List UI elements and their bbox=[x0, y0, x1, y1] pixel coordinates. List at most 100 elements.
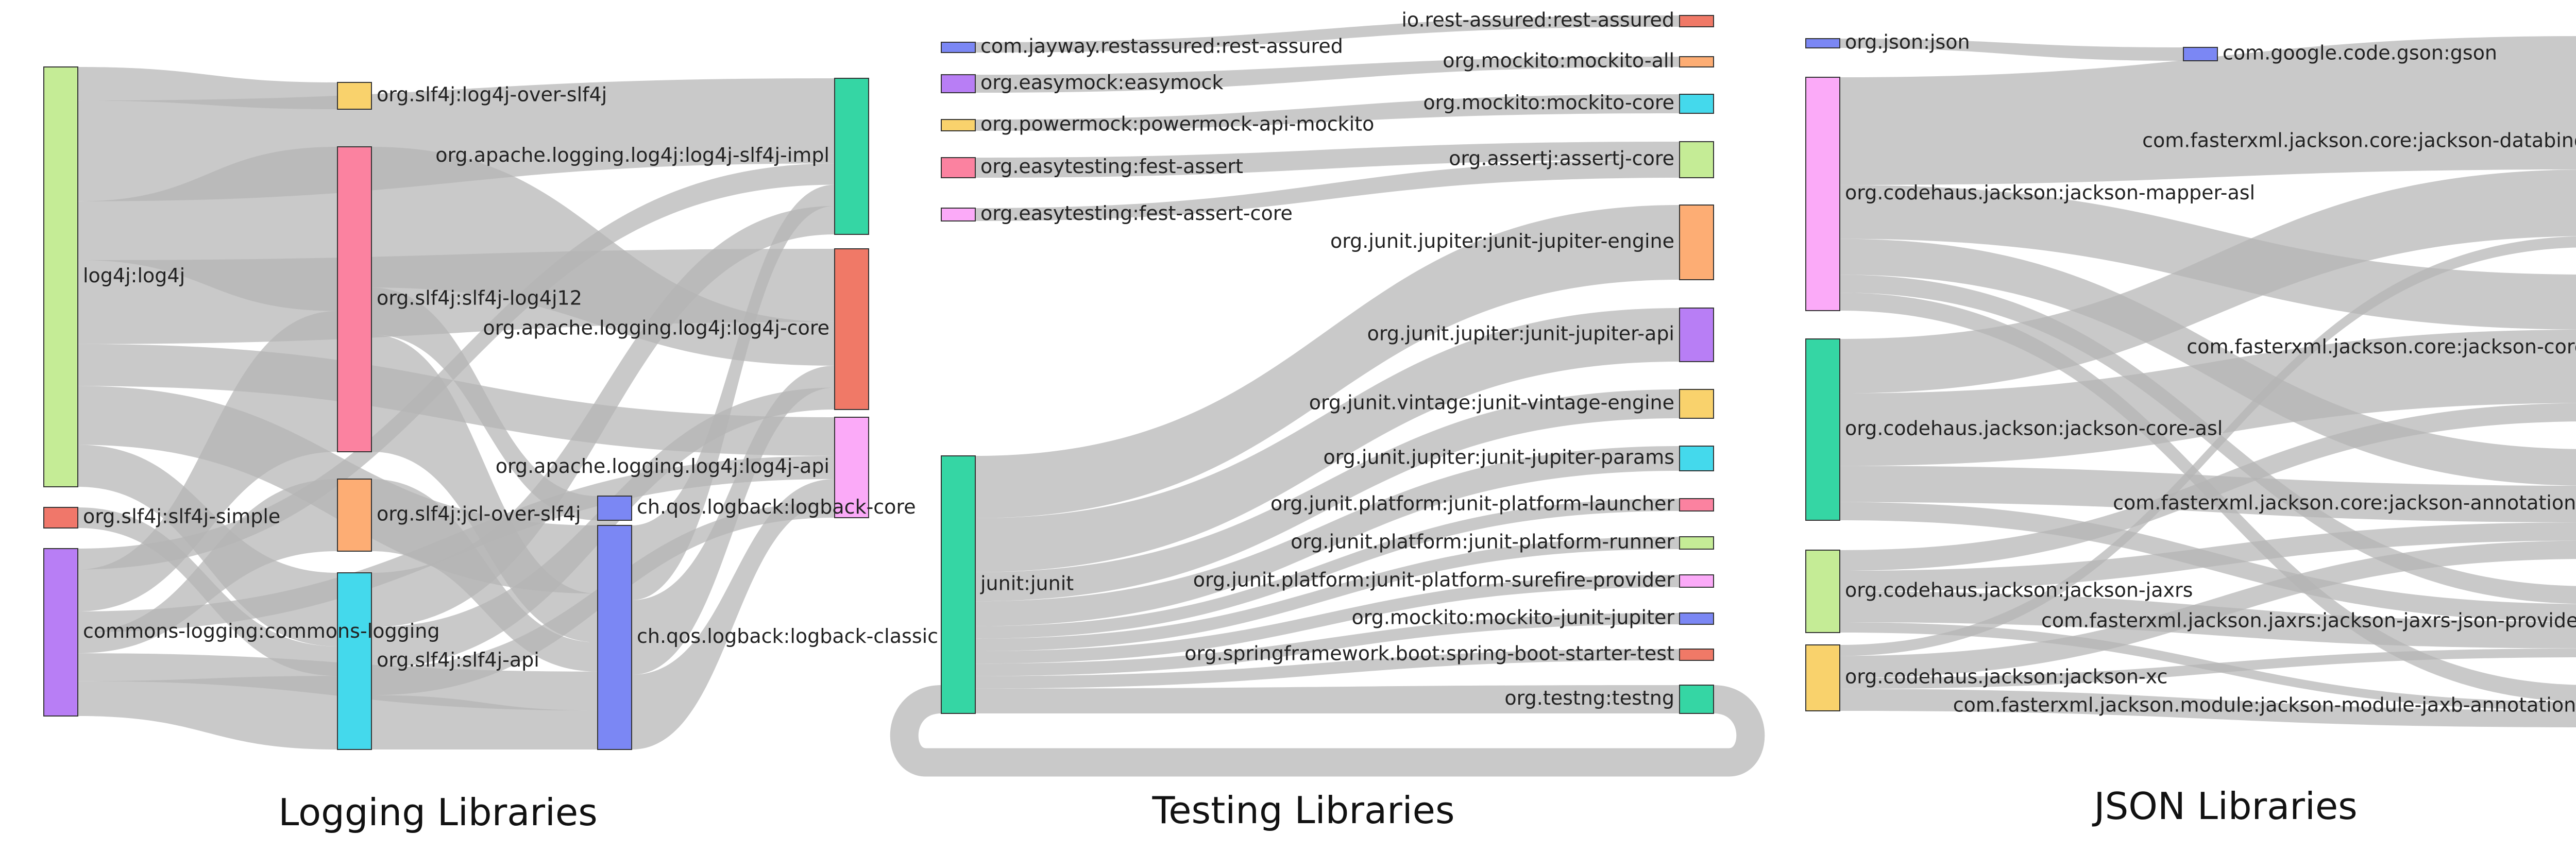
panel-json: org.json:json org.codehaus.jackson:jackso… bbox=[1805, 31, 2576, 828]
node-label-j_jsonprovider: com.fasterxml.jackson.jaxrs:jackson-jaxr… bbox=[2041, 609, 2576, 632]
link-l_slf4japi-to-l_logbackclassic bbox=[371, 695, 598, 749]
node-j_gson bbox=[2183, 47, 2218, 61]
node-l_log4joverslf4j bbox=[337, 82, 372, 110]
node-t_runner bbox=[1679, 536, 1714, 550]
testing-labels: com.jayway.restassured:rest-assured org.e… bbox=[980, 9, 1674, 710]
link-j_mapperasl-to-j_databind bbox=[1840, 36, 2576, 185]
node-label-t_jupiterengine: org.junit.jupiter:junit-jupiter-engine bbox=[1330, 230, 1674, 252]
node-label-j_mapperasl: org.codehaus.jackson:jackson-mapper-asl bbox=[1845, 181, 2255, 204]
node-t_mockitojupiter bbox=[1679, 612, 1714, 625]
node-l_logbackclassic bbox=[597, 525, 632, 750]
link-l_jcl-to-l_slf4japi bbox=[78, 676, 337, 749]
link-t_testng-to-t_junit bbox=[890, 685, 1765, 777]
node-label-l_logbackclassic: ch.qos.logback:logback-classic bbox=[637, 625, 938, 647]
node-label-t_ioresassured: io.rest-assured:rest-assured bbox=[1401, 9, 1674, 31]
node-label-t_assertj: org.assertj:assertj-core bbox=[1449, 147, 1674, 170]
json-labels: org.json:json org.codehaus.jackson:jackso… bbox=[1845, 31, 2576, 717]
link-t_junit-to-t_jupiterparams bbox=[975, 446, 1680, 626]
link-j_jaxrs-to-j_annotations bbox=[1840, 522, 2576, 591]
node-label-j_xc: org.codehaus.jackson:jackson-xc bbox=[1845, 666, 2167, 688]
testing-links bbox=[890, 15, 1765, 777]
node-label-j_orgjson: org.json:json bbox=[1845, 31, 1970, 54]
node-label-t_restassured: com.jayway.restassured:rest-assured bbox=[980, 35, 1343, 58]
logging-panel-title: Logging Libraries bbox=[278, 791, 598, 834]
link-t_junit-to-t_springtest bbox=[975, 649, 1680, 689]
link-l_slf4jlog4j12-to-l_logbackclassic bbox=[371, 334, 598, 642]
node-label-j_annotations: com.fasterxml.jackson.core:jackson-annot… bbox=[2113, 491, 2576, 514]
node-label-j_gson: com.google.code.gson:gson bbox=[2223, 42, 2497, 64]
node-label-t_surefire: org.junit.platform:junit-platform-surefi… bbox=[1193, 569, 1675, 591]
node-l_logbackcore bbox=[597, 496, 632, 521]
node-label-l_slf4japi: org.slf4j:slf4j-api bbox=[377, 649, 539, 671]
link-t_easymock-to-t_mockitoall bbox=[975, 57, 1680, 93]
link-t_junit-to-t_runner bbox=[975, 537, 1680, 652]
node-t_mockitoall bbox=[1679, 56, 1714, 67]
panel-logging: log4j:log4j org.slf4j:slf4j-simple commons… bbox=[43, 66, 938, 834]
link-j_xc-to-j_jsonprovider bbox=[1840, 648, 2576, 689]
node-t_restassured bbox=[941, 42, 976, 53]
node-label-l_slf4jsimple: org.slf4j:slf4j-simple bbox=[83, 505, 280, 528]
node-label-t_springtest: org.springframework.boot:spring-boot-sta… bbox=[1184, 642, 1674, 665]
link-l_jcl-to-l_slf4jlog4j12 bbox=[78, 311, 337, 611]
link-l_logbackclassic-to-l_log4jslf4jimpl bbox=[632, 184, 835, 600]
panel-testing: com.jayway.restassured:rest-assured org.e… bbox=[890, 9, 1765, 832]
link-t_festassertcore-to-t_assertj bbox=[975, 160, 1680, 221]
node-label-t_powermock: org.powermock:powermock-api-mockito bbox=[980, 113, 1374, 135]
node-label-t_vintage: org.junit.vintage:junit-vintage-engine bbox=[1309, 391, 1674, 414]
link-t_restassured-to-t_ioresassured bbox=[975, 15, 1680, 53]
link-j_xc-to-j_annotations bbox=[1840, 540, 2576, 678]
node-label-l_jcl: commons-logging:commons-logging bbox=[83, 620, 439, 642]
link-l_slf4jlog4j12-to-l_logbackcore bbox=[371, 287, 598, 520]
node-t_springtest bbox=[1679, 649, 1714, 661]
node-label-j_jaxrs: org.codehaus.jackson:jackson-jaxrs bbox=[1845, 579, 2193, 602]
node-l_jcl bbox=[43, 548, 78, 717]
node-label-t_junit: junit:junit bbox=[980, 572, 1074, 595]
node-t_festassert bbox=[941, 157, 976, 178]
node-t_jupiterapi bbox=[1679, 308, 1714, 362]
node-l_log4j bbox=[43, 66, 78, 487]
node-l_slf4jlog4j12 bbox=[337, 146, 372, 452]
node-t_mockitocore bbox=[1679, 94, 1714, 114]
node-label-t_easymock: org.easymock:easymock bbox=[980, 71, 1223, 94]
node-j_mapperasl bbox=[1805, 77, 1840, 311]
link-l_slf4jlog4j12-to-l_log4jcore bbox=[371, 147, 835, 366]
node-label-j_coreasl: org.codehaus.jackson:jackson-core-asl bbox=[1845, 417, 2223, 440]
link-l_jcl-to-l_jcloverslf4j bbox=[78, 479, 337, 654]
node-label-j_databind: com.fasterxml.jackson.core:jackson-datab… bbox=[2142, 129, 2576, 152]
link-l_slf4japi-to-l_log4jslf4jimpl bbox=[371, 206, 835, 627]
node-t_assertj bbox=[1679, 141, 1714, 178]
node-t_surefire bbox=[1679, 574, 1714, 588]
node-label-t_mockitoall: org.mockito:mockito-all bbox=[1443, 49, 1674, 72]
node-j_jaxrs bbox=[1805, 550, 1840, 633]
node-label-l_log4jcore: org.apache.logging.log4j:log4j-core bbox=[483, 317, 829, 339]
node-l_log4jslf4jimpl bbox=[834, 78, 869, 235]
link-t_junit-to-t_surefire bbox=[975, 575, 1680, 664]
node-label-j_core: com.fasterxml.jackson.core:jackson-core bbox=[2187, 335, 2576, 358]
node-t_junit bbox=[941, 455, 976, 714]
node-t_festassertcore bbox=[941, 208, 976, 221]
node-label-l_slf4jlog4j12: org.slf4j:slf4j-log4j12 bbox=[377, 287, 582, 310]
link-l_logbackclassic-to-l_log4jcore bbox=[632, 365, 835, 675]
node-label-l_log4joverslf4j: org.slf4j:log4j-over-slf4j bbox=[377, 83, 607, 106]
link-l_logbackclassic-to-l_log4japi bbox=[632, 479, 835, 749]
link-j_mapperasl-to-j_jsonprovider bbox=[1840, 275, 2576, 604]
node-label-l_log4japi: org.apache.logging.log4j:log4j-api bbox=[496, 455, 829, 478]
node-label-l_jcloverslf4j: org.slf4j:jcl-over-slf4j bbox=[377, 503, 581, 525]
node-label-t_jupiterapi: org.junit.jupiter:junit-jupiter-api bbox=[1367, 322, 1674, 345]
node-t_launcher bbox=[1679, 498, 1714, 512]
link-t_junit-to-t_jupiterapi bbox=[975, 308, 1680, 572]
node-t_vintage bbox=[1679, 389, 1714, 419]
json-panel-title: JSON Libraries bbox=[2092, 785, 2357, 828]
testing-panel-title: Testing Libraries bbox=[1152, 789, 1455, 832]
node-label-l_logbackcore: ch.qos.logback:logback-core bbox=[637, 496, 916, 518]
testing-nodes bbox=[941, 15, 1714, 714]
link-t_festassert-to-t_assertj bbox=[975, 142, 1680, 178]
node-label-t_jupiterparams: org.junit.jupiter:junit-jupiter-params bbox=[1323, 446, 1674, 469]
link-t_powermock-to-t_mockitocore bbox=[975, 94, 1680, 131]
link-j_jaxrs-to-j_core bbox=[1840, 403, 2576, 571]
link-t_junit-to-t_vintage bbox=[975, 389, 1680, 602]
node-t_ioresassured bbox=[1679, 15, 1714, 27]
node-l_slf4jsimple bbox=[43, 507, 78, 529]
node-label-t_mockitojupiter: org.mockito:mockito-junit-jupiter bbox=[1352, 606, 1675, 629]
